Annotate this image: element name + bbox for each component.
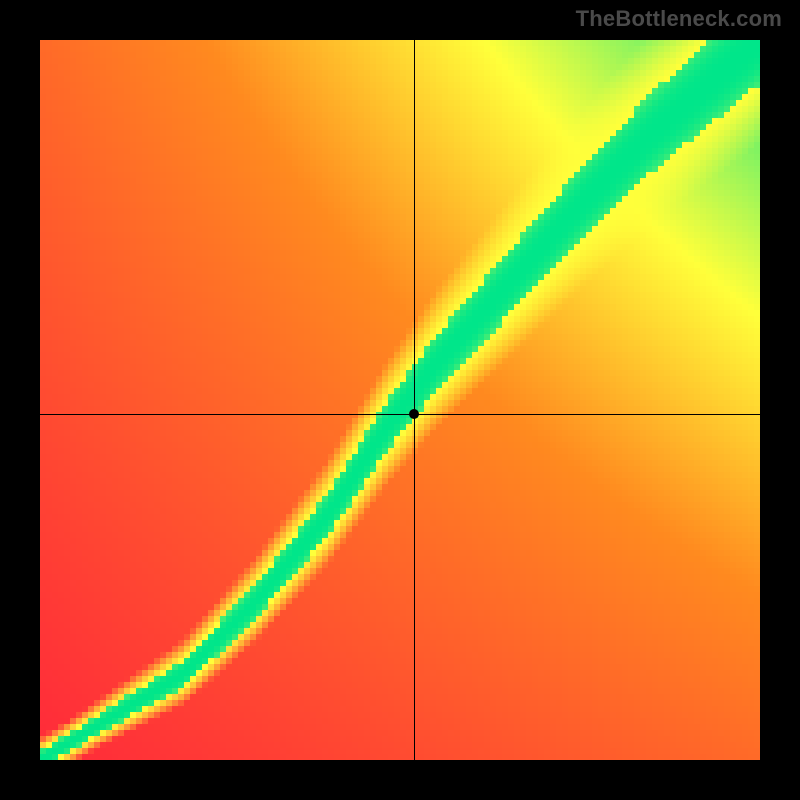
- crosshair-marker: [409, 409, 419, 419]
- crosshair-vertical: [414, 40, 415, 760]
- crosshair-horizontal: [40, 414, 760, 415]
- heatmap-canvas: [40, 40, 760, 760]
- plot-area: [40, 40, 760, 760]
- chart-container: TheBottleneck.com: [0, 0, 800, 800]
- watermark-text: TheBottleneck.com: [576, 6, 782, 32]
